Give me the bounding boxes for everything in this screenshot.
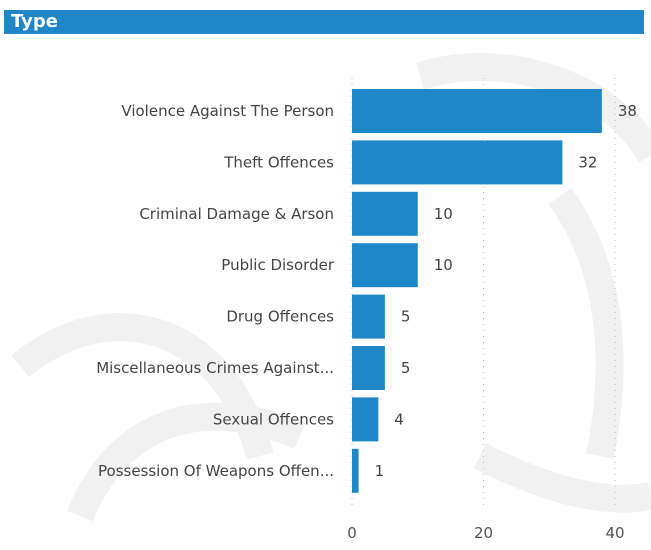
chart-title: Type	[11, 11, 58, 32]
data-label: 38	[618, 102, 637, 120]
category-label: Miscellaneous Crimes Against...	[96, 359, 334, 377]
bar[interactable]	[352, 89, 602, 133]
bar[interactable]	[352, 140, 563, 185]
data-label: 10	[434, 256, 453, 274]
x-tick-label: 0	[347, 524, 357, 542]
category-label: Possession Of Weapons Offen...	[98, 462, 334, 480]
chart-title-bar: Type	[4, 10, 644, 34]
category-label: Criminal Damage & Arson	[139, 205, 334, 223]
category-label: Violence Against The Person	[121, 102, 334, 120]
category-label: Sexual Offences	[213, 410, 334, 428]
x-tick-label: 20	[474, 524, 493, 542]
data-label: 1	[375, 462, 385, 480]
category-label: Drug Offences	[226, 308, 334, 326]
data-label: 5	[401, 308, 411, 326]
data-label: 10	[434, 205, 453, 223]
bar[interactable]	[352, 346, 385, 390]
data-label: 5	[401, 359, 411, 377]
data-label: 32	[578, 153, 597, 171]
data-label: 4	[394, 410, 404, 428]
bar[interactable]	[352, 191, 418, 236]
bar[interactable]	[352, 243, 418, 288]
bar[interactable]	[352, 397, 379, 442]
bar[interactable]	[352, 448, 359, 493]
category-label: Public Disorder	[221, 256, 335, 274]
x-tick-label: 40	[605, 524, 624, 542]
category-label: Theft Offences	[223, 153, 334, 171]
bar[interactable]	[352, 294, 385, 339]
